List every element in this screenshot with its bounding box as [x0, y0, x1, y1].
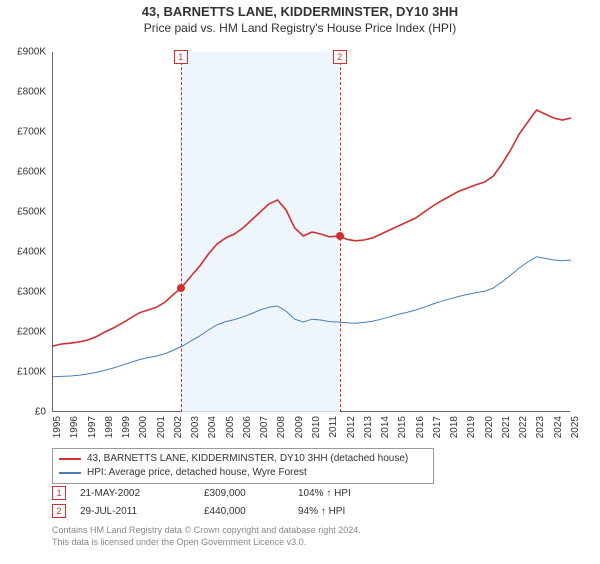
x-tick-label: 2001 — [156, 416, 167, 438]
legend-label: 43, BARNETTS LANE, KIDDERMINSTER, DY10 3… — [87, 452, 408, 466]
y-tick-label: £300K — [17, 287, 46, 298]
y-tick-label: £100K — [17, 367, 46, 378]
sale-marker-icon: 2 — [52, 504, 66, 518]
x-tick-label: 2007 — [259, 416, 270, 438]
x-tick-label: 2003 — [190, 416, 201, 438]
series-line — [53, 110, 571, 346]
y-tick-label: £400K — [17, 247, 46, 258]
y-tick-label: £700K — [17, 127, 46, 138]
legend-item: HPI: Average price, detached house, Wyre… — [59, 466, 427, 480]
x-tick-label: 2000 — [138, 416, 149, 438]
chart-area: 12 £0£100K£200K£300K£400K£500K£600K£700K… — [52, 52, 570, 412]
sale-marker-dot — [177, 284, 185, 292]
x-tick-label: 2018 — [449, 416, 460, 438]
y-tick-label: £600K — [17, 167, 46, 178]
sale-rows: 1 21-MAY-2002 £309,000 104% ↑ HPI 2 29-J… — [52, 484, 388, 520]
x-tick-label: 2005 — [225, 416, 236, 438]
x-tick-label: 2020 — [484, 416, 495, 438]
sale-pct: 94% ↑ HPI — [298, 506, 388, 517]
sale-marker-dot — [336, 232, 344, 240]
chart-subtitle: Price paid vs. HM Land Registry's House … — [0, 21, 600, 35]
footer-line: This data is licensed under the Open Gov… — [52, 536, 361, 548]
legend: 43, BARNETTS LANE, KIDDERMINSTER, DY10 3… — [52, 448, 434, 484]
sale-date: 21-MAY-2002 — [80, 488, 190, 499]
chart-container: 43, BARNETTS LANE, KIDDERMINSTER, DY10 3… — [0, 4, 600, 564]
series-line — [53, 257, 571, 377]
sale-marker-line — [181, 52, 182, 412]
legend-label: HPI: Average price, detached house, Wyre… — [87, 466, 307, 480]
sale-price: £440,000 — [204, 506, 284, 517]
x-tick-label: 2019 — [466, 416, 477, 438]
x-tick-label: 2008 — [276, 416, 287, 438]
x-tick-label: 2017 — [432, 416, 443, 438]
x-tick-label: 2013 — [363, 416, 374, 438]
x-tick-label: 1995 — [52, 416, 63, 438]
x-tick-label: 2025 — [570, 416, 581, 438]
legend-swatch — [59, 458, 81, 460]
x-tick-label: 2023 — [535, 416, 546, 438]
x-tick-label: 2011 — [328, 416, 339, 438]
sale-price: £309,000 — [204, 488, 284, 499]
x-tick-label: 1996 — [69, 416, 80, 438]
x-tick-label: 2010 — [311, 416, 322, 438]
x-tick-label: 2002 — [173, 416, 184, 438]
x-tick-label: 2021 — [501, 416, 512, 438]
attribution-footer: Contains HM Land Registry data © Crown c… — [52, 524, 361, 548]
x-tick-label: 2015 — [397, 416, 408, 438]
line-series-svg — [53, 52, 571, 412]
footer-line: Contains HM Land Registry data © Crown c… — [52, 524, 361, 536]
x-tick-label: 2009 — [294, 416, 305, 438]
plot-area: 12 — [52, 52, 570, 412]
y-tick-label: £0 — [35, 407, 46, 418]
sale-row: 1 21-MAY-2002 £309,000 104% ↑ HPI — [52, 484, 388, 502]
x-tick-label: 1998 — [104, 416, 115, 438]
sale-marker-icon: 1 — [52, 486, 66, 500]
sale-marker-box: 1 — [174, 50, 188, 64]
y-tick-label: £500K — [17, 207, 46, 218]
x-tick-label: 2014 — [380, 416, 391, 438]
x-tick-label: 2012 — [346, 416, 357, 438]
x-tick-label: 2006 — [242, 416, 253, 438]
y-tick-label: £800K — [17, 87, 46, 98]
x-tick-label: 2016 — [415, 416, 426, 438]
y-tick-label: £900K — [17, 47, 46, 58]
x-tick-label: 2022 — [518, 416, 529, 438]
x-tick-label: 2004 — [207, 416, 218, 438]
legend-swatch — [59, 472, 81, 474]
x-tick-label: 2024 — [553, 416, 564, 438]
x-tick-label: 1997 — [87, 416, 98, 438]
sale-pct: 104% ↑ HPI — [298, 488, 388, 499]
x-tick-label: 1999 — [121, 416, 132, 438]
legend-item: 43, BARNETTS LANE, KIDDERMINSTER, DY10 3… — [59, 452, 427, 466]
sale-row: 2 29-JUL-2011 £440,000 94% ↑ HPI — [52, 502, 388, 520]
y-tick-label: £200K — [17, 327, 46, 338]
chart-title: 43, BARNETTS LANE, KIDDERMINSTER, DY10 3… — [0, 4, 600, 19]
sale-marker-box: 2 — [333, 50, 347, 64]
sale-date: 29-JUL-2011 — [80, 506, 190, 517]
